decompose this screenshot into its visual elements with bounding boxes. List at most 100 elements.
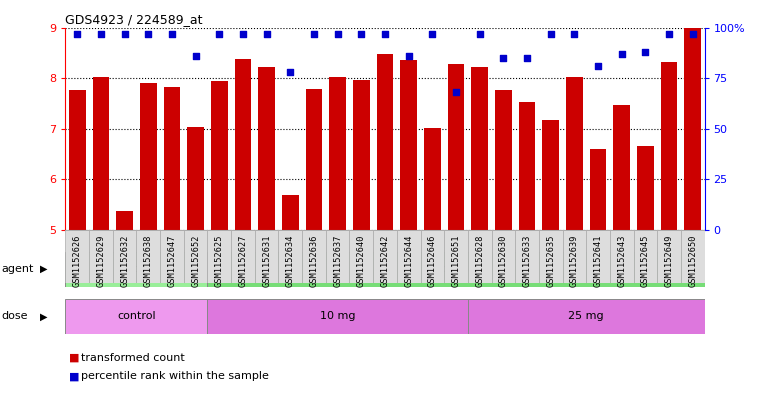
- Text: ■: ■: [69, 371, 83, 382]
- Bar: [207, 252, 705, 287]
- Bar: [184, 230, 207, 283]
- Text: ▶: ▶: [40, 264, 48, 274]
- Text: GSM1152632: GSM1152632: [120, 234, 129, 286]
- Text: 10 mg: 10 mg: [320, 311, 356, 321]
- Bar: [519, 103, 535, 230]
- Bar: [231, 230, 255, 283]
- Bar: [140, 83, 156, 230]
- Bar: [302, 230, 326, 283]
- Bar: [65, 299, 207, 334]
- Bar: [566, 77, 583, 230]
- Bar: [447, 64, 464, 230]
- Bar: [661, 62, 678, 230]
- Point: [521, 55, 533, 61]
- Text: GSM1152643: GSM1152643: [618, 234, 626, 286]
- Point: [426, 30, 438, 37]
- Point: [355, 30, 367, 37]
- Bar: [471, 67, 488, 230]
- Bar: [468, 299, 705, 334]
- Text: ▶: ▶: [40, 311, 48, 321]
- Bar: [116, 211, 133, 230]
- Text: GSM1152634: GSM1152634: [286, 234, 295, 286]
- Point: [474, 30, 486, 37]
- Bar: [634, 230, 658, 283]
- Text: control: control: [117, 311, 156, 321]
- Text: GSM1152630: GSM1152630: [499, 234, 508, 286]
- Text: GSM1152642: GSM1152642: [380, 234, 390, 286]
- Text: GSM1152645: GSM1152645: [641, 234, 650, 286]
- Point: [615, 51, 628, 57]
- Bar: [373, 230, 397, 283]
- Bar: [350, 230, 373, 283]
- Text: GSM1152652: GSM1152652: [191, 234, 200, 286]
- Bar: [468, 230, 491, 283]
- Text: dose: dose: [2, 311, 28, 321]
- Point: [639, 49, 651, 55]
- Point: [189, 53, 202, 59]
- Bar: [65, 230, 89, 283]
- Point: [497, 55, 510, 61]
- Bar: [282, 195, 299, 230]
- Bar: [279, 230, 302, 283]
- Point: [213, 30, 226, 37]
- Text: GSM1152640: GSM1152640: [357, 234, 366, 286]
- Point: [260, 30, 273, 37]
- Text: GSM1152626: GSM1152626: [73, 234, 82, 286]
- Point: [379, 30, 391, 37]
- Text: transformed count: transformed count: [81, 353, 185, 363]
- Text: GSM1152637: GSM1152637: [333, 234, 342, 286]
- Text: GSM1152644: GSM1152644: [404, 234, 413, 286]
- Point: [403, 53, 415, 59]
- Point: [568, 30, 581, 37]
- Text: GDS4923 / 224589_at: GDS4923 / 224589_at: [65, 13, 203, 26]
- Text: GSM1152638: GSM1152638: [144, 234, 152, 286]
- Text: GSM1152628: GSM1152628: [475, 234, 484, 286]
- Text: agent: agent: [2, 264, 34, 274]
- Bar: [685, 24, 701, 230]
- Text: GSM1152636: GSM1152636: [310, 234, 319, 286]
- Bar: [539, 230, 563, 283]
- Text: GSM1152650: GSM1152650: [688, 234, 697, 286]
- Point: [95, 30, 107, 37]
- Bar: [211, 81, 228, 230]
- Text: 25 mg: 25 mg: [568, 311, 604, 321]
- Bar: [187, 127, 204, 230]
- Bar: [495, 90, 511, 230]
- Point: [142, 30, 155, 37]
- Bar: [65, 252, 207, 287]
- Point: [332, 30, 344, 37]
- Bar: [164, 87, 180, 230]
- Bar: [420, 230, 444, 283]
- Bar: [614, 105, 630, 230]
- Text: GSM1152649: GSM1152649: [665, 234, 674, 286]
- Text: placebo: placebo: [115, 264, 159, 274]
- Bar: [681, 230, 705, 283]
- Point: [592, 63, 604, 69]
- Text: GSM1152647: GSM1152647: [167, 234, 176, 286]
- Text: GSM1152639: GSM1152639: [570, 234, 579, 286]
- Point: [544, 30, 557, 37]
- Bar: [160, 230, 184, 283]
- Point: [663, 30, 675, 37]
- Bar: [69, 90, 85, 230]
- Text: GSM1152641: GSM1152641: [594, 234, 603, 286]
- Text: percentile rank within the sample: percentile rank within the sample: [81, 371, 269, 382]
- Bar: [610, 230, 634, 283]
- Text: GSM1152631: GSM1152631: [262, 234, 271, 286]
- Text: GSM1152635: GSM1152635: [546, 234, 555, 286]
- Point: [687, 30, 699, 37]
- Bar: [330, 77, 346, 230]
- Bar: [400, 61, 417, 230]
- Bar: [515, 230, 539, 283]
- Bar: [397, 230, 420, 283]
- Point: [308, 30, 320, 37]
- Bar: [112, 230, 136, 283]
- Bar: [306, 89, 323, 230]
- Bar: [207, 230, 231, 283]
- Text: GSM1152646: GSM1152646: [428, 234, 437, 286]
- Point: [450, 89, 462, 95]
- Text: asoprisnil: asoprisnil: [430, 264, 483, 274]
- Bar: [136, 230, 160, 283]
- Bar: [259, 67, 275, 230]
- Bar: [590, 149, 606, 230]
